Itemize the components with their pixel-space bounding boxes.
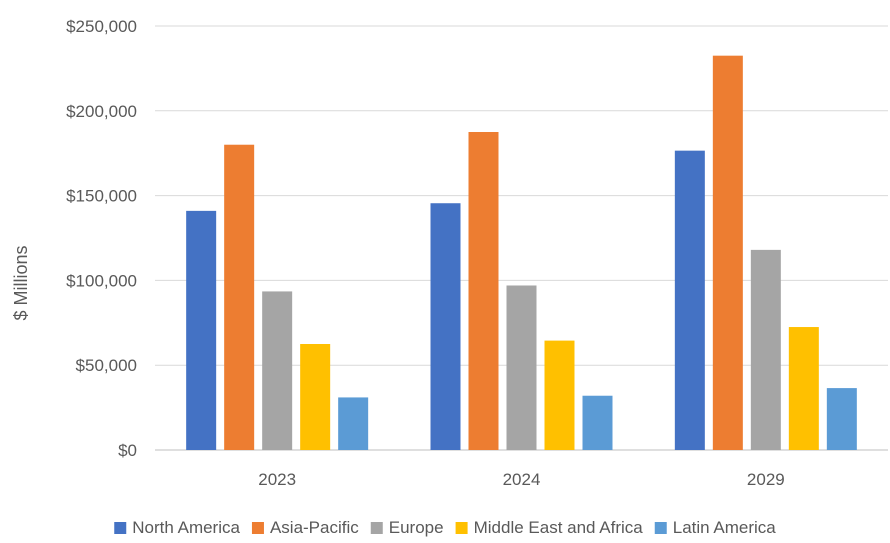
y-tick-label: $250,000 xyxy=(66,17,137,36)
legend-swatch xyxy=(114,522,127,534)
bar xyxy=(544,340,575,450)
legend-item: Europe xyxy=(370,518,444,537)
y-tick-label: $50,000 xyxy=(76,356,137,375)
legend-label: Middle East and Africa xyxy=(474,518,644,537)
legend-item: Middle East and Africa xyxy=(455,518,644,537)
x-tick-labels: 2023 2024 2029 xyxy=(258,470,784,489)
y-tick-label: $200,000 xyxy=(66,102,137,121)
bar xyxy=(506,285,537,450)
y-tick-label: $0 xyxy=(118,441,137,460)
bar xyxy=(582,395,613,450)
x-tick-label: 2024 xyxy=(503,470,541,489)
bar xyxy=(430,203,461,450)
bar xyxy=(674,150,705,450)
x-tick-label: 2023 xyxy=(258,470,296,489)
legend-item: Asia-Pacific xyxy=(251,518,359,537)
legend-label: Asia-Pacific xyxy=(270,518,359,537)
legend-label: Europe xyxy=(389,518,444,537)
legend-item: North America xyxy=(114,518,240,537)
bar xyxy=(186,210,217,450)
bar xyxy=(224,144,255,450)
x-tick-label: 2029 xyxy=(747,470,785,489)
y-axis-title: $ Millions xyxy=(11,245,31,320)
bar xyxy=(750,249,781,450)
legend-swatch xyxy=(455,522,468,534)
bars xyxy=(186,55,857,451)
bar xyxy=(788,327,819,450)
legend-swatch xyxy=(654,522,667,534)
legend-swatch xyxy=(370,522,383,534)
y-tick-label: $150,000 xyxy=(66,187,137,206)
legend: North America Asia-Pacific Europe Middle Ea… xyxy=(114,518,776,537)
bar xyxy=(712,55,743,451)
bar xyxy=(300,344,331,450)
bar xyxy=(468,132,499,450)
bar xyxy=(262,291,293,450)
legend-label: Latin America xyxy=(673,518,777,537)
bar xyxy=(338,397,369,450)
legend-label: North America xyxy=(132,518,240,537)
legend-swatch xyxy=(251,522,264,534)
y-tick-labels: $0 $50,000 $100,000 $150,000 $200,000 $250,00… xyxy=(66,17,137,460)
y-tick-label: $100,000 xyxy=(66,271,137,290)
bar xyxy=(826,388,857,450)
legend-item: Latin America xyxy=(654,518,777,537)
